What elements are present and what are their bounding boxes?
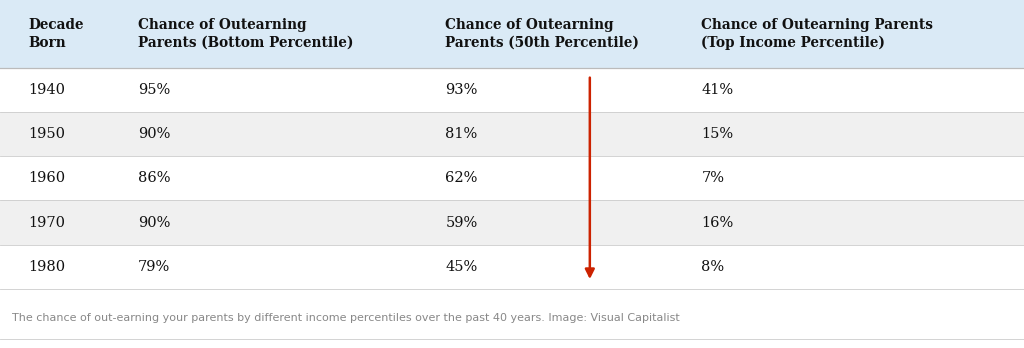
Text: 7%: 7% <box>701 171 724 185</box>
Text: 59%: 59% <box>445 215 477 230</box>
Text: 8%: 8% <box>701 260 725 274</box>
Text: The chance of out-earning your parents by different income percentiles over the : The chance of out-earning your parents b… <box>12 314 680 323</box>
Text: Chance of Outearning Parents
(Top Income Percentile): Chance of Outearning Parents (Top Income… <box>701 18 933 50</box>
Text: Decade
Born: Decade Born <box>29 18 84 50</box>
Text: 90%: 90% <box>138 215 171 230</box>
Text: 62%: 62% <box>445 171 478 185</box>
Text: 16%: 16% <box>701 215 733 230</box>
Text: Chance of Outearning
Parents (Bottom Percentile): Chance of Outearning Parents (Bottom Per… <box>138 18 353 50</box>
Text: 1950: 1950 <box>29 127 66 141</box>
Bar <box>0 68 1024 112</box>
Bar <box>0 0 1024 68</box>
Text: 1970: 1970 <box>29 215 66 230</box>
Bar <box>0 245 1024 289</box>
Text: Chance of Outearning
Parents (50th Percentile): Chance of Outearning Parents (50th Perce… <box>445 18 639 50</box>
Text: 45%: 45% <box>445 260 477 274</box>
Text: 1980: 1980 <box>29 260 66 274</box>
Text: 15%: 15% <box>701 127 733 141</box>
Text: 1960: 1960 <box>29 171 66 185</box>
Text: 81%: 81% <box>445 127 477 141</box>
Text: 79%: 79% <box>138 260 170 274</box>
Bar <box>0 200 1024 245</box>
Bar <box>0 112 1024 156</box>
Text: 41%: 41% <box>701 83 733 97</box>
Text: 95%: 95% <box>138 83 170 97</box>
Text: 86%: 86% <box>138 171 171 185</box>
Bar <box>0 156 1024 200</box>
Text: 1940: 1940 <box>29 83 66 97</box>
Text: 90%: 90% <box>138 127 171 141</box>
Text: 93%: 93% <box>445 83 478 97</box>
